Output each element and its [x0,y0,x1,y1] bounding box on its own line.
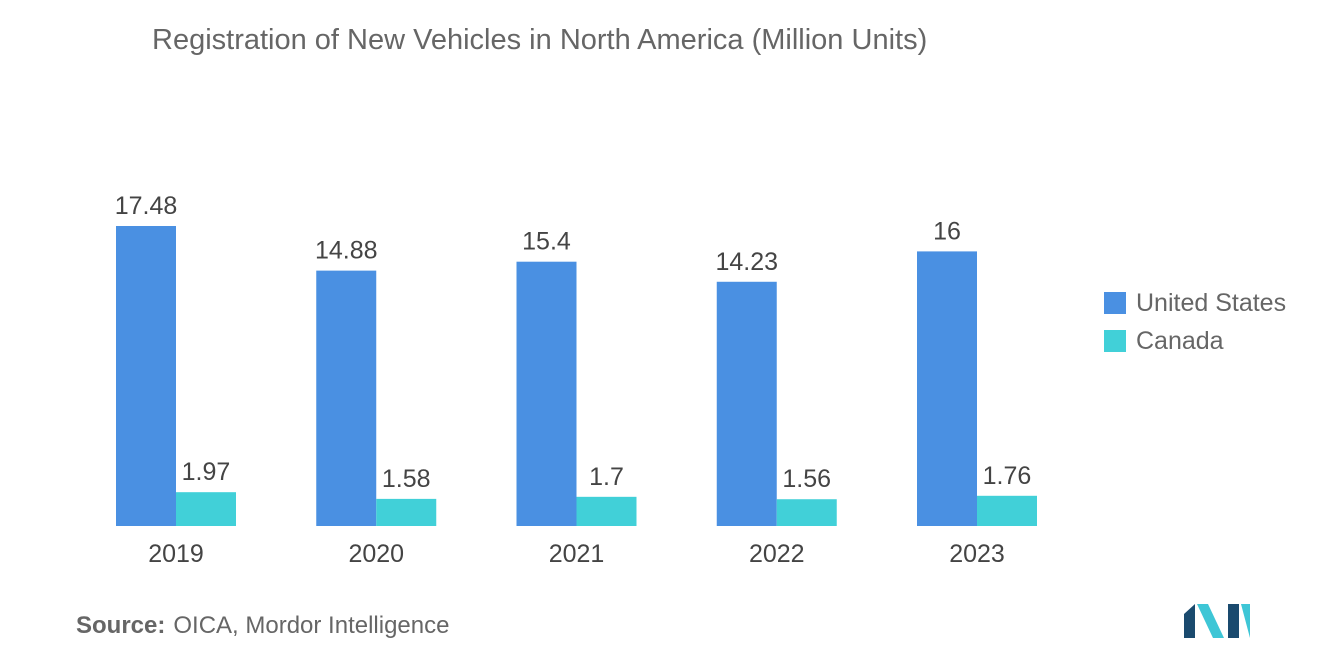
legend-label-united-states: United States [1136,288,1287,317]
source-note: Source: OICA, Mordor Intelligence [76,612,449,640]
bar-canada-2019 [176,492,236,526]
value-label-canada-2023: 1.76 [983,462,1032,490]
value-label-united-states-2020: 14.88 [315,237,378,265]
legend-item-united-states: United States [1104,284,1286,322]
bar-canada-2023 [977,495,1037,526]
x-tick-label-2022: 2022 [749,540,805,568]
chart-title: Registration of New Vehicles in North Am… [152,24,928,56]
bar-united-states-2022 [716,281,777,526]
bar-canada-2020 [376,498,437,526]
mordor-intelligence-logo-icon [1184,604,1250,638]
legend-label-canada: Canada [1136,326,1224,355]
bar-united-states-2023 [917,251,977,526]
value-labels-layer: 17.48 1.97 14.88 1.58 15.4 1.7 14.23 1.56 16 1.76 [115,192,1032,493]
legend: United States Canada [1104,284,1286,360]
x-tick-label-2019: 2019 [148,540,204,568]
value-label-united-states-2023: 16 [933,217,961,245]
bar-canada-2021 [576,496,637,526]
bars-layer [116,226,1037,526]
bar-canada-2022 [776,499,837,526]
legend-swatch-united-states [1104,292,1126,314]
source-text: OICA, Mordor Intelligence [173,612,450,639]
bar-chart: 17.48 1.97 14.88 1.58 15.4 1.7 14.23 1.56 16 1.76… [115,192,1037,568]
logo-diagonal-stroke [1197,604,1224,638]
value-label-united-states-2021: 15.4 [522,228,571,256]
logo-left-bar [1184,604,1195,638]
bar-united-states-2021 [516,261,577,526]
x-axis-tick-labels: 2019 2020 2021 2022 2023 [148,540,1005,568]
value-label-canada-2022: 1.56 [782,465,831,493]
x-tick-label-2023: 2023 [949,540,1005,568]
x-tick-label-2020: 2020 [348,540,404,568]
value-label-canada-2019: 1.97 [182,458,231,486]
value-label-united-states-2019: 17.48 [115,192,178,220]
source-label: Source: [76,612,166,639]
legend-item-canada: Canada [1104,322,1286,360]
value-label-canada-2020: 1.58 [382,465,431,493]
logo-right-wedge [1241,604,1250,638]
logo-middle-bar [1228,604,1239,638]
bar-united-states-2020 [316,270,377,526]
legend-swatch-canada [1104,330,1126,352]
value-label-united-states-2022: 14.23 [715,248,778,276]
x-tick-label-2021: 2021 [549,540,605,568]
value-label-canada-2021: 1.7 [589,463,624,491]
bar-united-states-2019 [116,226,176,526]
